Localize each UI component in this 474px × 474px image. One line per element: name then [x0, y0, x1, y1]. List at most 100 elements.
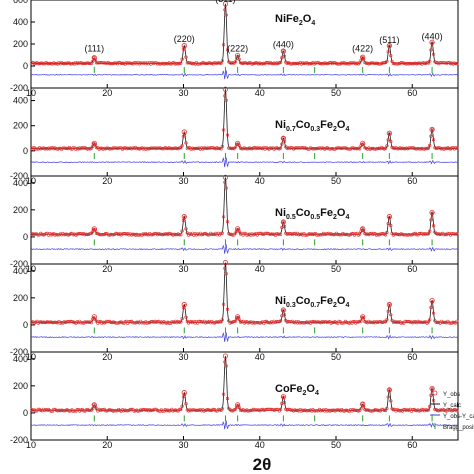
- obs-point: [130, 408, 134, 412]
- panel-5: -200 0 200 400 CoFe2O4: [10, 351, 459, 445]
- obs-point: [351, 320, 355, 324]
- obs-peak-point: [181, 214, 187, 220]
- y-tick-label: 0: [23, 408, 28, 418]
- obs-peak-point: [360, 314, 366, 320]
- hkl-label: (220): [174, 34, 195, 44]
- obs-point: [455, 146, 459, 150]
- obs-point: [219, 231, 223, 235]
- obs-point: [386, 222, 390, 226]
- title-part: 0.7: [310, 302, 320, 309]
- obs-point: [429, 218, 433, 222]
- obs-peak-point: [91, 314, 97, 320]
- obs-point: [30, 320, 34, 324]
- obs-point: [397, 61, 401, 66]
- x-tick-label: 50: [331, 352, 341, 362]
- diff-line: [30, 244, 458, 254]
- diff-line: [30, 420, 458, 430]
- panel-frame: [30, 87, 459, 177]
- obs-point: [222, 392, 226, 396]
- title-part: 0.3: [310, 126, 320, 133]
- panel-frame: [30, 351, 459, 441]
- obs-point: [389, 399, 393, 403]
- title-part: 2: [299, 20, 303, 27]
- obs-peak-point: [386, 302, 392, 308]
- obs-point: [118, 146, 122, 150]
- y-tick-label: -200: [10, 259, 28, 269]
- obs-point: [426, 232, 431, 236]
- title-part: 4: [311, 20, 315, 27]
- x-tick-label: 60: [407, 352, 417, 362]
- obs-peak-point: [181, 129, 187, 135]
- x-tick-label: 20: [102, 264, 112, 274]
- obs-peak-point: [360, 54, 366, 60]
- panel-2: -200 0 200 400 Ni0.7Co0.3Fe2O4: [10, 86, 459, 181]
- obs-point: [41, 62, 46, 66]
- obs-peak-point: [91, 226, 97, 232]
- obs-peak-point: [280, 135, 286, 141]
- obs-point: [85, 232, 90, 237]
- obs-point: [279, 146, 283, 150]
- obs-point: [101, 233, 105, 237]
- obs-point: [103, 231, 108, 236]
- obs-point: [222, 215, 226, 219]
- obs-point: [247, 61, 252, 65]
- obs-point: [225, 397, 230, 401]
- y-tick-label: 0: [23, 232, 28, 242]
- obs-point: [428, 318, 432, 322]
- x-tick-label: 40: [255, 176, 265, 186]
- obs-point: [389, 223, 393, 228]
- obs-point: [277, 232, 281, 236]
- calc-line: [31, 89, 458, 149]
- obs-point: [429, 48, 433, 52]
- obs-point: [387, 388, 392, 392]
- obs-point: [419, 231, 423, 236]
- obs-peak-point: [235, 140, 241, 146]
- obs-point: [181, 134, 185, 138]
- obs-point: [232, 319, 236, 324]
- obs-point: [233, 145, 237, 149]
- obs-point: [211, 407, 215, 412]
- obs-point: [271, 232, 275, 236]
- obs-peak-point: [222, 353, 229, 359]
- obs-point: [167, 321, 171, 325]
- obs-point: [280, 56, 284, 60]
- x-tick-label: 10: [26, 176, 36, 186]
- obs-point: [380, 407, 384, 411]
- obs-point: [358, 61, 362, 65]
- obs-point: [415, 233, 419, 237]
- x-tick-label: 20: [102, 88, 112, 98]
- legend-label: Y_obs-Y_calc: [443, 414, 474, 420]
- obs-point: [280, 225, 284, 230]
- obs-peak-point: [181, 43, 187, 49]
- legend-label: Y_obs: [443, 392, 460, 398]
- obs-point: [350, 231, 354, 236]
- y-tick-label: 0: [23, 320, 28, 330]
- panel-1: -200 0 200 400 600 NiFe2O4 (111) (220) (311) (222…: [10, 0, 459, 93]
- hkl-label: (440): [422, 32, 443, 42]
- obs-point: [56, 233, 60, 237]
- obs-point: [385, 59, 389, 63]
- obs-point: [289, 146, 293, 150]
- title-part: Co: [296, 119, 311, 131]
- calc-line: [31, 356, 458, 411]
- panel-frame: [30, 263, 459, 353]
- obs-point: [426, 146, 431, 150]
- obs-point: [184, 55, 188, 59]
- obs-point: [430, 387, 434, 391]
- obs-point: [279, 232, 283, 236]
- title-part: Fe: [320, 119, 333, 131]
- x-tick-label: 60: [407, 88, 417, 98]
- obs-point: [275, 407, 279, 412]
- obs-point: [426, 408, 431, 412]
- obs-point: [386, 50, 390, 54]
- obs-point: [429, 134, 433, 138]
- obs-point: [41, 233, 46, 237]
- obs-point: [181, 218, 185, 222]
- obs-point: [153, 231, 157, 236]
- obs-point: [224, 364, 228, 368]
- x-tick-label: 10: [26, 88, 36, 98]
- obs-point: [223, 266, 227, 271]
- y-tick-label: 600: [13, 0, 28, 5]
- obs-point: [434, 60, 438, 65]
- obs-peak-point: [429, 297, 435, 304]
